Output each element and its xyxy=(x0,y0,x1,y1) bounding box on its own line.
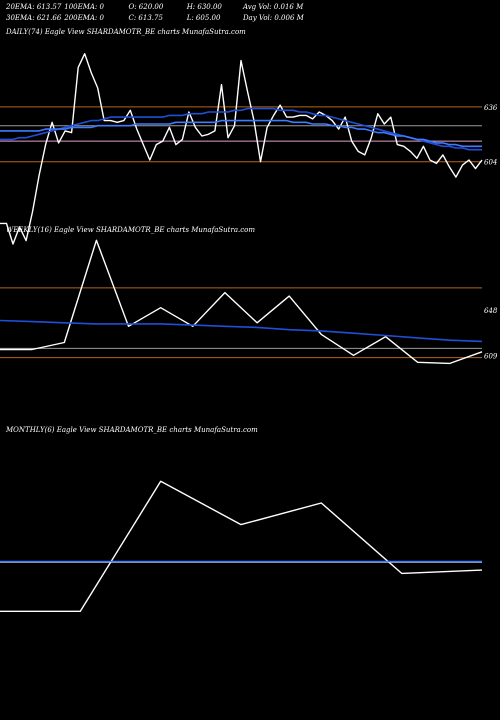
daily-tick-label-1: 604 xyxy=(484,159,497,167)
daily-chart-title: DAILY(74) Eagle View SHARDAMOTR_BE chart… xyxy=(6,28,246,36)
weekly-ema-line xyxy=(0,319,483,343)
daily-chart: 636 604 xyxy=(0,53,498,245)
stat-open: O: 620.00 xyxy=(128,3,164,11)
stats-row-1: 20EMA: 613.57 100EMA: 0 O: 620.00 H: 630… xyxy=(6,2,304,13)
weekly-price-line xyxy=(0,239,483,365)
stat-ema100: 100EMA: 0 xyxy=(64,3,104,11)
stat-close: C: 613.75 xyxy=(128,14,163,22)
monthly-chart xyxy=(0,480,483,612)
stat-ema200: 200EMA: 0 xyxy=(64,14,104,22)
stat-high: H: 630.00 xyxy=(186,3,222,11)
stat-ema30: 30EMA: 621.66 xyxy=(6,14,62,22)
stats-header: 20EMA: 613.57 100EMA: 0 O: 620.00 H: 630… xyxy=(6,2,304,24)
stat-ema20: 20EMA: 613.57 xyxy=(6,3,62,11)
weekly-tick-label-0: 648 xyxy=(484,307,498,315)
weekly-chart-title: WEEKLY(16) Eagle View SHARDAMOTR_BE char… xyxy=(6,226,256,234)
monthly-price-line xyxy=(0,480,483,612)
stat-day-vol: Day Vol: 0.006 M xyxy=(242,14,304,22)
daily-price-line xyxy=(0,53,483,245)
monthly-chart-title: MONTHLY(6) Eagle View SHARDAMOTR_BE char… xyxy=(6,426,258,434)
weekly-tick-label-1: 609 xyxy=(484,352,498,360)
stat-avg-vol: Avg Vol: 0.016 M xyxy=(242,3,304,11)
stat-low: L: 605.00 xyxy=(186,14,221,22)
stats-row-2: 30EMA: 621.66 200EMA: 0 C: 613.75 L: 605… xyxy=(6,13,304,24)
daily-ema2-line xyxy=(0,119,482,148)
daily-tick-label-0: 636 xyxy=(484,104,498,112)
weekly-chart: 648 609 xyxy=(0,239,498,365)
